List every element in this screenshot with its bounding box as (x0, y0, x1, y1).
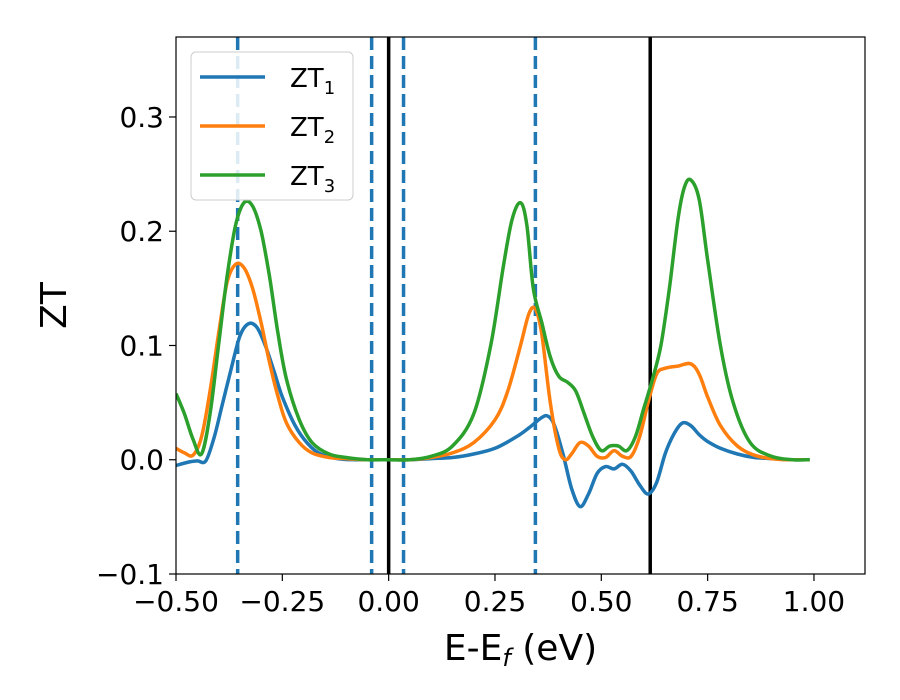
x-tick-label: −0.50 (133, 585, 219, 618)
y-tick-label: 0.1 (119, 329, 164, 362)
series-line-zt3 (176, 177, 810, 462)
y-tick-label: −0.1 (96, 558, 164, 591)
legend-label-zt1: ZT1 (290, 64, 335, 99)
legend-box (190, 51, 354, 201)
y-tick-label: 0.2 (119, 215, 164, 248)
x-axis-label-unit: (eV) (511, 628, 597, 669)
series-lines (176, 177, 810, 509)
x-axis-label: E-Ef (eV) (444, 628, 597, 672)
x-tick-label: 0.50 (570, 585, 632, 618)
x-tick-label: 0.75 (676, 585, 738, 618)
y-tick-label: 0.0 (119, 444, 164, 477)
legend-label-zt3: ZT3 (290, 162, 335, 197)
x-tick-label: 1.00 (783, 585, 845, 618)
x-tick-label: −0.25 (239, 585, 325, 618)
y-axis-label: ZT (34, 281, 75, 329)
legend-label-zt2: ZT2 (290, 113, 335, 148)
plot-area-frame (175, 36, 866, 575)
x-axis-label-main: E-E (444, 628, 502, 669)
x-tick-label: 0.25 (464, 585, 526, 618)
x-axis-ticks: −0.50 −0.25 0.00 0.25 0.50 0.75 1.00 (133, 574, 845, 618)
legend: ZT1 ZT2 ZT3 (190, 51, 354, 201)
series-line-zt1 (176, 321, 810, 509)
series-line-zt2 (176, 261, 810, 462)
y-axis-ticks: −0.1 0.0 0.1 0.2 0.3 (96, 101, 176, 591)
x-tick-label: 0.00 (357, 585, 419, 618)
y-tick-label: 0.3 (119, 101, 164, 134)
